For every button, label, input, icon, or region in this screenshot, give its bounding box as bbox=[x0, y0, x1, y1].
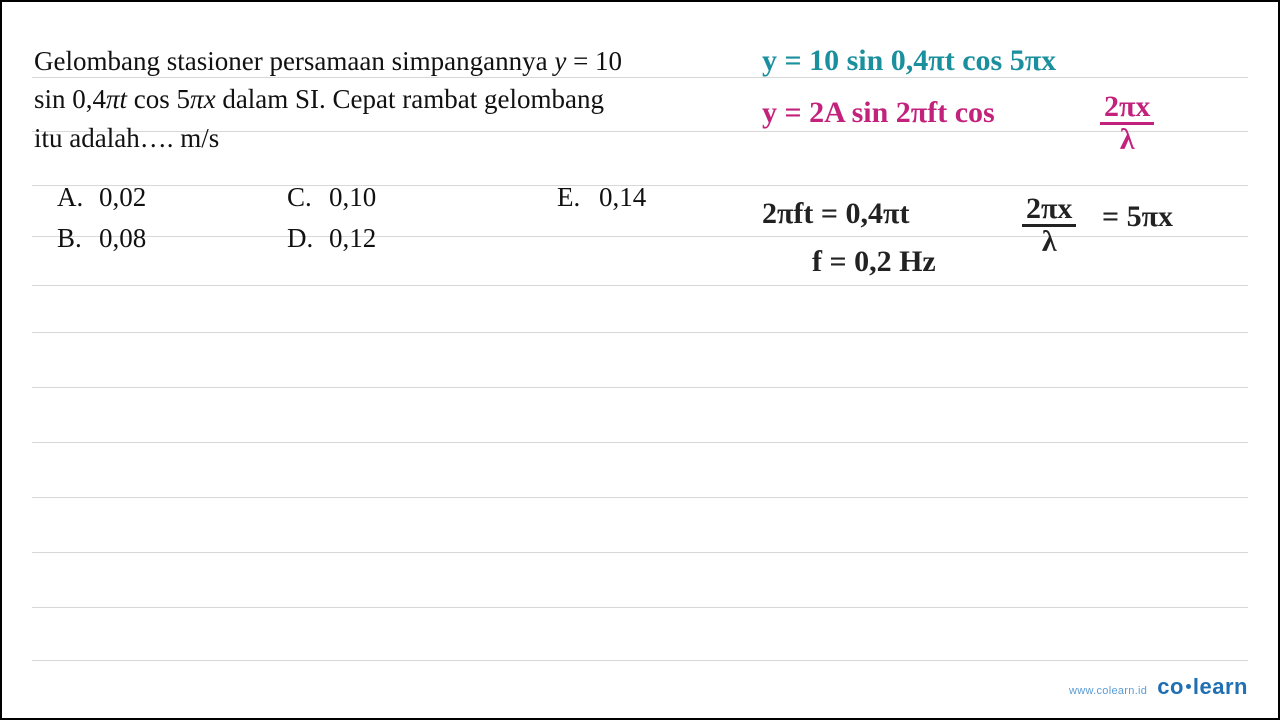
answer-option[interactable]: C.0,10 bbox=[287, 177, 376, 218]
handwriting-eq-general: y = 2A sin 2πft cos bbox=[762, 96, 995, 130]
question-line2-e: dalam SI. Cepat rambat gelombang bbox=[216, 84, 604, 114]
frac-num: 2πx bbox=[1100, 92, 1154, 125]
option-value: 0,14 bbox=[599, 182, 646, 212]
frac-den: λ bbox=[1100, 125, 1154, 155]
handwriting-eq-general-frac: 2πx λ bbox=[1100, 92, 1154, 155]
question-line2-var1: πt bbox=[106, 84, 127, 114]
question-line1-var: y bbox=[554, 46, 566, 76]
handwriting-calc-lambda-eq: = 5πx bbox=[1102, 200, 1173, 234]
answer-option[interactable]: D.0,12 bbox=[287, 218, 376, 259]
brand-logo: colearn bbox=[1157, 674, 1248, 700]
brand-part-a: co bbox=[1157, 674, 1184, 699]
option-value: 0,12 bbox=[329, 223, 376, 253]
handwriting-eq-given: y = 10 sin 0,4πt cos 5πx bbox=[762, 44, 1056, 78]
question-line1-a: Gelombang stasioner persamaan simpangann… bbox=[34, 46, 554, 76]
handwriting-calc-req-text: = 5πx bbox=[1102, 200, 1173, 233]
handwriting-eq-general-text: y = 2A sin 2πft cos bbox=[762, 96, 995, 129]
option-letter: D. bbox=[287, 218, 329, 259]
handwriting-calc-freq-val: f = 0,2 Hz bbox=[812, 245, 936, 279]
handwriting-eq-given-text: y = 10 sin 0,4πt cos 5πx bbox=[762, 44, 1056, 77]
question-line2-c: cos 5 bbox=[127, 84, 190, 114]
option-value: 0,08 bbox=[99, 223, 146, 253]
option-letter: C. bbox=[287, 177, 329, 218]
answer-option[interactable]: E.0,14 bbox=[557, 177, 646, 218]
question-line3: itu adalah…. m/s bbox=[34, 123, 219, 153]
question-text: Gelombang stasioner persamaan simpangann… bbox=[34, 42, 754, 157]
brand-dot-icon bbox=[1186, 684, 1191, 689]
answer-option[interactable]: A.0,02 bbox=[57, 177, 146, 218]
handwriting-calc-l2-text: f = 0,2 Hz bbox=[812, 245, 936, 278]
answer-option[interactable]: B.0,08 bbox=[57, 218, 146, 259]
option-letter: E. bbox=[557, 177, 599, 218]
question-line2-a: sin 0,4 bbox=[34, 84, 106, 114]
footer: www.colearn.id colearn bbox=[1069, 674, 1248, 700]
option-letter: A. bbox=[57, 177, 99, 218]
handwriting-calc-l1-text: 2πft = 0,4πt bbox=[762, 197, 909, 230]
question-line2-var2: πx bbox=[190, 84, 216, 114]
footer-url: www.colearn.id bbox=[1069, 685, 1147, 697]
option-value: 0,10 bbox=[329, 182, 376, 212]
handwriting-calc-freq-eq: 2πft = 0,4πt bbox=[762, 197, 909, 231]
option-letter: B. bbox=[57, 218, 99, 259]
frac-num: 2πx bbox=[1022, 194, 1076, 227]
handwriting-calc-lambda-frac: 2πx λ bbox=[1022, 194, 1076, 257]
question-line1-c: = 10 bbox=[566, 46, 622, 76]
option-value: 0,02 bbox=[99, 182, 146, 212]
frac-den: λ bbox=[1022, 227, 1076, 257]
brand-part-b: learn bbox=[1193, 674, 1248, 699]
